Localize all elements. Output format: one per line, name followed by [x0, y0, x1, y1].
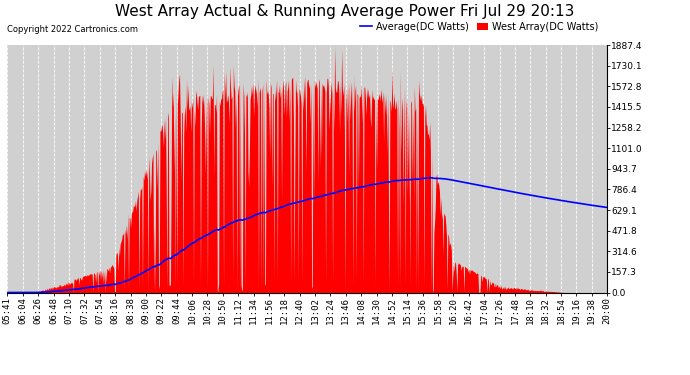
Legend: Average(DC Watts), West Array(DC Watts): Average(DC Watts), West Array(DC Watts) — [357, 18, 602, 36]
Text: West Array Actual & Running Average Power Fri Jul 29 20:13: West Array Actual & Running Average Powe… — [115, 4, 575, 19]
Text: Copyright 2022 Cartronics.com: Copyright 2022 Cartronics.com — [7, 25, 138, 34]
